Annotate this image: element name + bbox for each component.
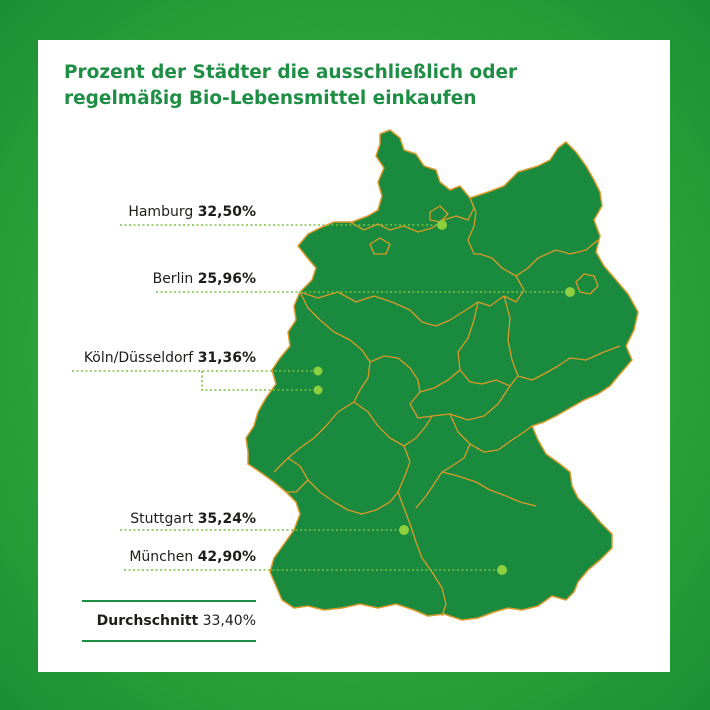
city-value: 32,50% [197, 204, 256, 220]
city-name: Berlin [152, 271, 194, 287]
label-stuttgart: Stuttgart 35,24% [130, 510, 256, 528]
label-muenchen: München 42,90% [129, 548, 256, 566]
city-name: Hamburg [128, 204, 194, 220]
infographic-card: Prozent der Städter die ausschließlich o… [38, 40, 670, 672]
city-value: 35,24% [197, 511, 256, 527]
city-value: 25,96% [197, 271, 256, 287]
average-label: Durchschnitt [96, 613, 199, 629]
germany-outline [245, 129, 639, 621]
map-title: Prozent der Städter die ausschließlich o… [64, 60, 624, 112]
duesseldorf-marker [313, 385, 323, 395]
duesseldorf-leader [201, 371, 318, 391]
label-hamburg: Hamburg 32,50% [128, 203, 256, 221]
label-berlin: Berlin 25,96% [153, 270, 256, 288]
state-borders [273, 197, 621, 617]
city-name: Stuttgart [130, 511, 194, 527]
germany-map [72, 129, 639, 621]
average-box: Durchschnitt 33,40% [82, 600, 256, 642]
berlin-marker [565, 287, 575, 297]
leader-lines [72, 224, 570, 571]
city-name: Köln/Düsseldorf [83, 350, 194, 366]
stuttgart-marker [399, 525, 409, 535]
city-markers [313, 220, 575, 575]
title-line-1: Prozent der Städter die ausschließlich o… [64, 62, 518, 83]
city-name: München [129, 549, 194, 565]
label-koeln-duesseldorf: Köln/Düsseldorf 31,36% [84, 349, 256, 367]
title-line-2: regelmäßig Bio-Lebensmittel einkaufen [64, 88, 477, 109]
city-value: 42,90% [197, 549, 256, 565]
city-value: 31,36% [197, 350, 256, 366]
muenchen-marker [497, 565, 507, 575]
average-value: 33,40% [202, 613, 256, 629]
hamburg-marker [437, 220, 447, 230]
koeln-marker [313, 366, 323, 376]
